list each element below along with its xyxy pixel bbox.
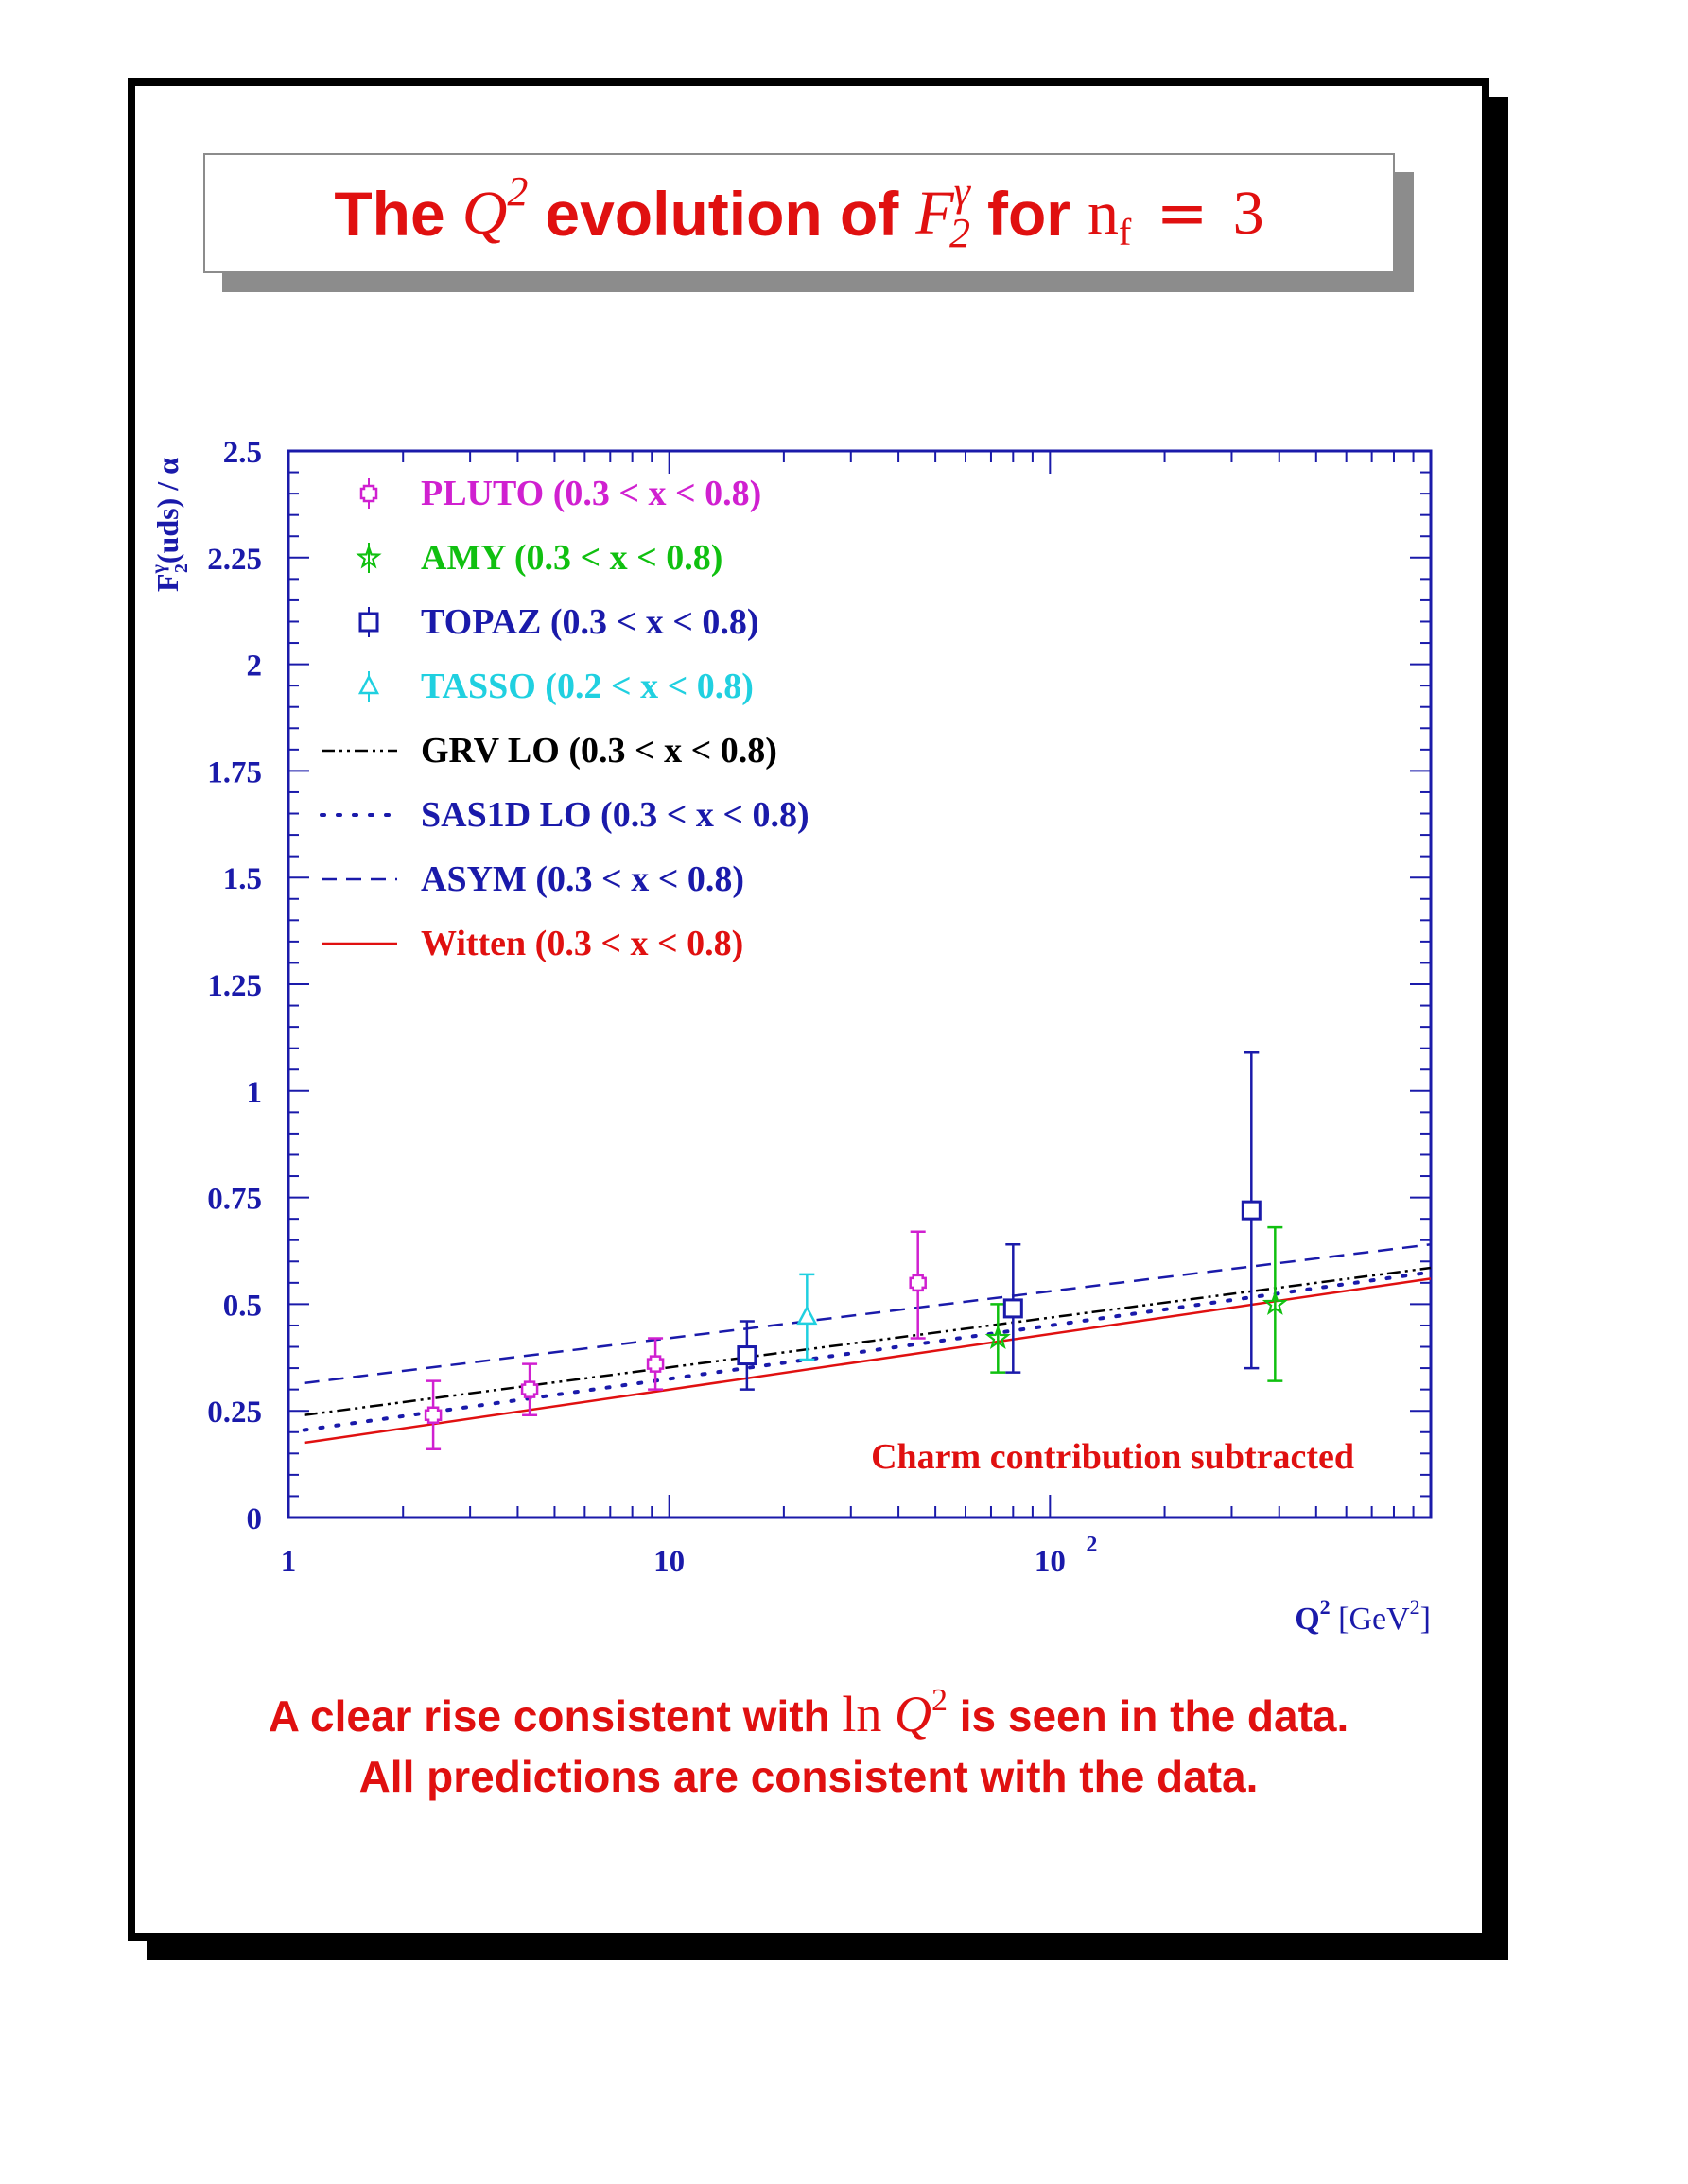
title-for: for: [987, 178, 1070, 249]
charm-annotation: Charm contribution subtracted: [871, 1437, 1354, 1477]
legend-amy-label: AMY (0.3 < x < 0.8): [421, 538, 722, 578]
title-nf: nf: [1088, 178, 1132, 253]
y-tick-label: 2: [247, 650, 263, 684]
topaz-point: [1002, 1298, 1023, 1319]
pluto-point: [646, 1355, 665, 1373]
y-tick-label: 0.25: [207, 1395, 262, 1430]
pluto-point: [909, 1274, 927, 1292]
legend-tasso-marker: [357, 674, 380, 695]
legend-pluto-label: PLUTO (0.3 < x < 0.8): [421, 474, 761, 513]
legend-topaz-marker: [358, 612, 379, 633]
x-tick-label: 10: [1035, 1545, 1066, 1579]
y-tick-label: 1.5: [223, 862, 262, 896]
curve-witten: [304, 1277, 1432, 1445]
y-tick-label: 2.25: [207, 543, 262, 577]
caption-line-1: A clear rise consistent with ln Q2 is se…: [268, 1683, 1349, 1743]
slide-title: The Q2 evolution of Fγ2 for nf = 3: [203, 153, 1395, 273]
curve-sas1d: [302, 1270, 1433, 1432]
title-value: 3: [1232, 178, 1264, 248]
y-tick-label: 1: [247, 1076, 263, 1110]
legend-sas1d-label: SAS1D LO (0.3 < x < 0.8): [421, 795, 809, 835]
legend-topaz-label: TOPAZ (0.3 < x < 0.8): [421, 602, 759, 642]
title-q: Q2: [461, 167, 529, 248]
y-tick-label: 0.5: [223, 1289, 262, 1323]
slide-frame: [128, 78, 1489, 1941]
y-tick-label: 0.75: [207, 1183, 262, 1217]
legend-amy-marker: [356, 544, 382, 569]
x-axis-label: Q2 [GeV2]: [1295, 1595, 1431, 1637]
title-equals: =: [1156, 177, 1209, 250]
title-prefix: The: [334, 178, 445, 249]
title-f: Fγ2: [915, 167, 971, 256]
topaz-point: [737, 1345, 757, 1366]
x-tick-label: 1: [281, 1545, 297, 1579]
legend-pluto-marker: [359, 484, 378, 503]
pluto-point: [424, 1406, 443, 1424]
title-middle: evolution of: [545, 178, 899, 249]
x-tick-label: 10: [653, 1545, 685, 1579]
pluto-point: [520, 1380, 539, 1398]
legend-grv-label: GRV LO (0.3 < x < 0.8): [421, 731, 777, 771]
y-tick-label: 2.5: [223, 436, 262, 470]
caption-line-2: All predictions are consistent with the …: [358, 1752, 1259, 1801]
y-tick-label: 0: [247, 1502, 263, 1536]
y-tick-label: 1.75: [207, 755, 262, 789]
tasso-point: [796, 1305, 818, 1326]
amy-point: [984, 1325, 1011, 1350]
topaz-point: [1241, 1200, 1262, 1221]
x-tick-label-exponent: 2: [1086, 1533, 1097, 1557]
legend-tasso-label: TASSO (0.2 < x < 0.8): [421, 667, 754, 706]
y-axis-label: Fγ 2(uds) / α: [148, 458, 192, 592]
legend-witten-label: Witten (0.3 < x < 0.8): [421, 924, 743, 963]
curve-grv: [304, 1266, 1432, 1416]
y-tick-label: 1.25: [207, 969, 262, 1003]
curve-asym: [304, 1242, 1432, 1385]
amy-point: [1262, 1291, 1288, 1315]
legend-asym-label: ASYM (0.3 < x < 0.8): [421, 859, 744, 899]
